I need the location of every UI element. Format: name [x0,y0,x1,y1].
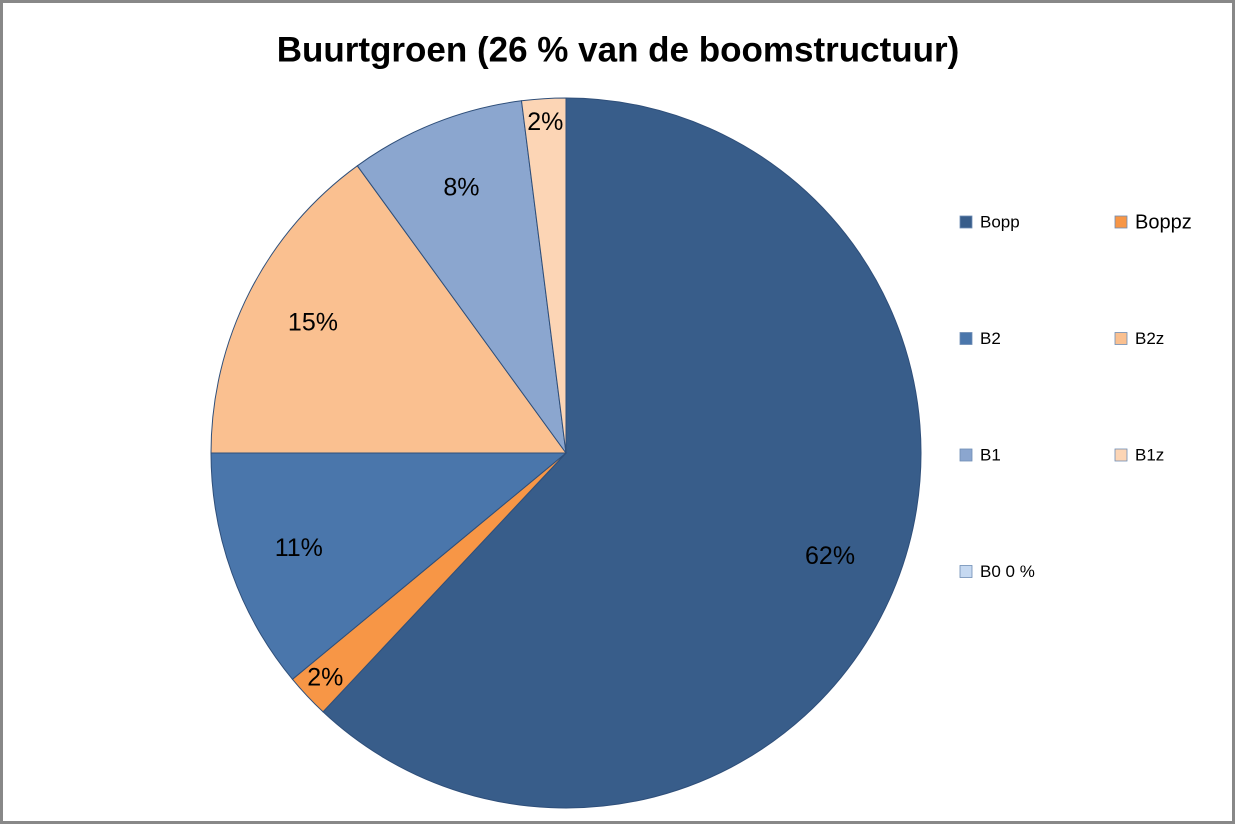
data-label: 15% [288,309,338,337]
data-label: 2% [527,108,563,136]
legend-swatch [1114,332,1128,345]
legend-swatch [959,448,973,462]
legend-swatch [959,332,973,345]
chart-title: Buurtgroen (26 % van de boomstructuur) [277,30,960,69]
legend-label: B1 [980,445,1001,464]
data-label: 62% [805,542,855,570]
pie-slice [210,452,568,680]
legend-label: B2z [1135,329,1164,348]
pie-slice [322,97,922,809]
legend-swatch [1114,448,1128,462]
legend-label: B2 [980,329,1001,348]
pie-slice [210,165,567,454]
pie-slice [356,100,567,454]
legend-swatch [959,215,973,229]
legend-label: B1z [1135,445,1164,464]
legend-swatch [959,565,973,578]
legend-label: Bopp [980,212,1020,231]
data-label: 2% [307,664,343,692]
legend-swatch [1114,215,1128,229]
data-label: 11% [275,534,323,562]
data-label: 8% [443,174,479,202]
legend-label: B0 0 % [980,562,1035,581]
legend-label: Boppz [1135,211,1192,233]
